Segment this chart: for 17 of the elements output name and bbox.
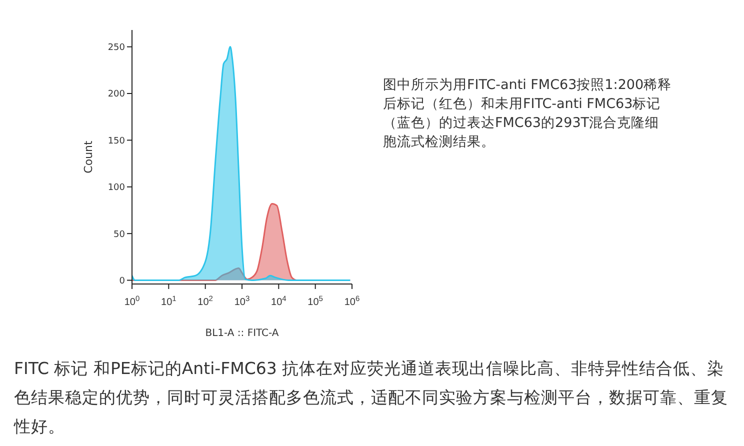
x-tick-label: 10$^{0}$ [124,294,140,308]
text: FITC 标记 和PE标记的Anti-FMC63 抗体在对应荧光通道表现出信噪比高、非特异性结合低、染色结果稳定的优势，同时可灵活搭配多色流式，适配不同实验方案与检测平台，数据可靠、重复性好。 [14,358,729,438]
text: 图中所示为用FITC-anti FMC63按照1:200稀释后标记（红色）和未用FITC-anti FMC63标记（蓝色）的过表达FMC63的293T混合克隆细胞流式检测结果。 [383,76,673,152]
x-axis-title: BL1-A :: FITC-A [205,328,279,339]
y-tick-label: 50 [114,230,126,240]
y-tick-label: 250 [108,43,126,54]
x-tick-label: 10$^{3}$ [234,294,250,308]
y-tick-label: 200 [108,90,126,100]
x-tick-label: 10$^{6}$ [344,294,360,308]
y-tick-label: 100 [108,183,126,194]
x-tick-label: 10$^{2}$ [198,294,213,308]
y-axis-title: Count [82,140,95,174]
x-tick-label: 10$^{1}$ [161,294,176,308]
x-tick-label: 10$^{4}$ [271,294,286,308]
y-tick-label: 150 [108,136,126,146]
y-tick-label: 0 [119,276,126,286]
x-tick-label: 10$^{5}$ [308,294,323,308]
